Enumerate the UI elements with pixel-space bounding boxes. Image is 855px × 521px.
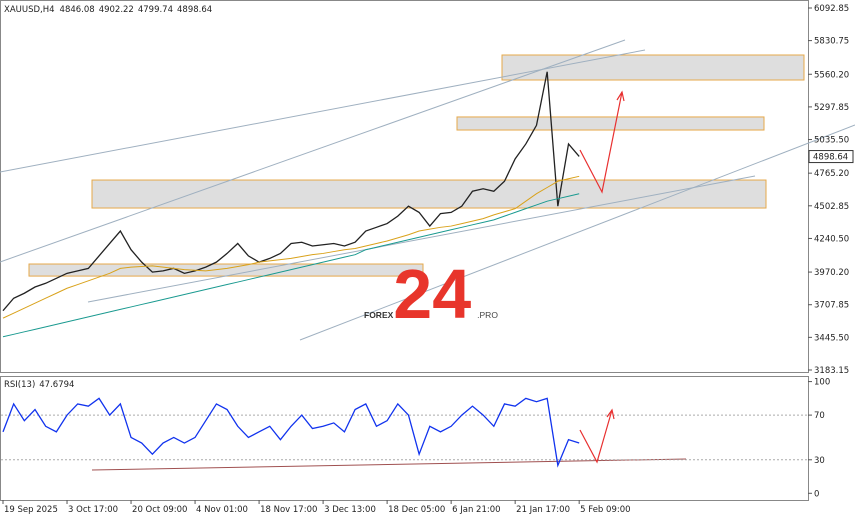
y-tick-label: 4502.85 — [814, 202, 849, 212]
symbol: XAUUSD,H4 — [4, 5, 55, 15]
y-tick-label: 5297.85 — [814, 103, 849, 113]
zone — [28, 263, 424, 277]
y-tick-label: 6092.85 — [814, 4, 849, 14]
trend-lines — [0, 39, 855, 471]
y-tick-label: 5830.75 — [814, 37, 849, 47]
y-tick-label: 5560.20 — [814, 70, 849, 80]
price-marker — [808, 150, 854, 164]
x-tick-label: 18 Nov 17:00 — [260, 505, 317, 515]
close: 4898.64 — [177, 5, 212, 15]
x-tick-label: 18 Dec 05:00 — [388, 505, 445, 515]
rsi-value: 47.6794 — [39, 380, 74, 390]
x-tick-label: 5 Feb 09:00 — [580, 505, 630, 515]
series-line — [2, 175, 580, 319]
rsi-header: RSI(13) 47.6794 — [4, 380, 74, 390]
zones — [28, 54, 805, 277]
watermark: FOREX24 .PRO — [364, 255, 498, 333]
series-line — [2, 71, 580, 312]
y-tick-label: 100 — [814, 378, 830, 388]
open: 4846.08 — [60, 5, 95, 15]
x-tick-label: 19 Sep 2025 — [4, 505, 58, 515]
plot — [1, 71, 808, 468]
y-tick-label: 4765.20 — [814, 169, 849, 179]
x-tick-label: 20 Oct 09:00 — [132, 505, 187, 515]
zone — [456, 116, 765, 131]
watermark-part: 24 — [393, 255, 471, 333]
y-tick-label: 3970.20 — [814, 268, 849, 278]
series-line — [2, 193, 580, 338]
price-frame — [0, 0, 809, 373]
x-tick-label: 4 Nov 01:00 — [196, 505, 248, 515]
x-tick-label: 3 Dec 13:00 — [324, 505, 376, 515]
watermark-part: .PRO — [477, 310, 498, 320]
low: 4799.74 — [138, 5, 173, 15]
rsi-title: RSI(13) — [4, 380, 35, 390]
y-tick-label: 0 — [814, 489, 819, 499]
header: XAUUSD,H4 4846.08 4902.22 4799.74 4898.64 — [4, 5, 212, 15]
forecast-arrows — [579, 90, 625, 464]
y-tick-label: 3183.15 — [814, 366, 849, 376]
y-tick-label: 70 — [814, 411, 825, 421]
zone — [91, 179, 767, 209]
price-label: 4898.64 — [813, 153, 848, 163]
y-tick-label: 5035.50 — [814, 136, 849, 146]
rsi-frame — [0, 376, 809, 501]
y-tick-label: 3445.50 — [814, 333, 849, 343]
x-tick-label: 21 Jan 17:00 — [516, 505, 570, 515]
high: 4902.22 — [99, 5, 134, 15]
x-tick-label: 3 Oct 17:00 — [68, 505, 118, 515]
x-tick-label: 6 Jan 21:00 — [452, 505, 500, 515]
watermark-part: FOREX — [364, 310, 394, 320]
y-tick-label: 4240.50 — [814, 234, 849, 244]
y-tick-label: 3707.85 — [814, 301, 849, 311]
y-tick-label: 30 — [814, 456, 825, 466]
series-line — [2, 397, 580, 468]
